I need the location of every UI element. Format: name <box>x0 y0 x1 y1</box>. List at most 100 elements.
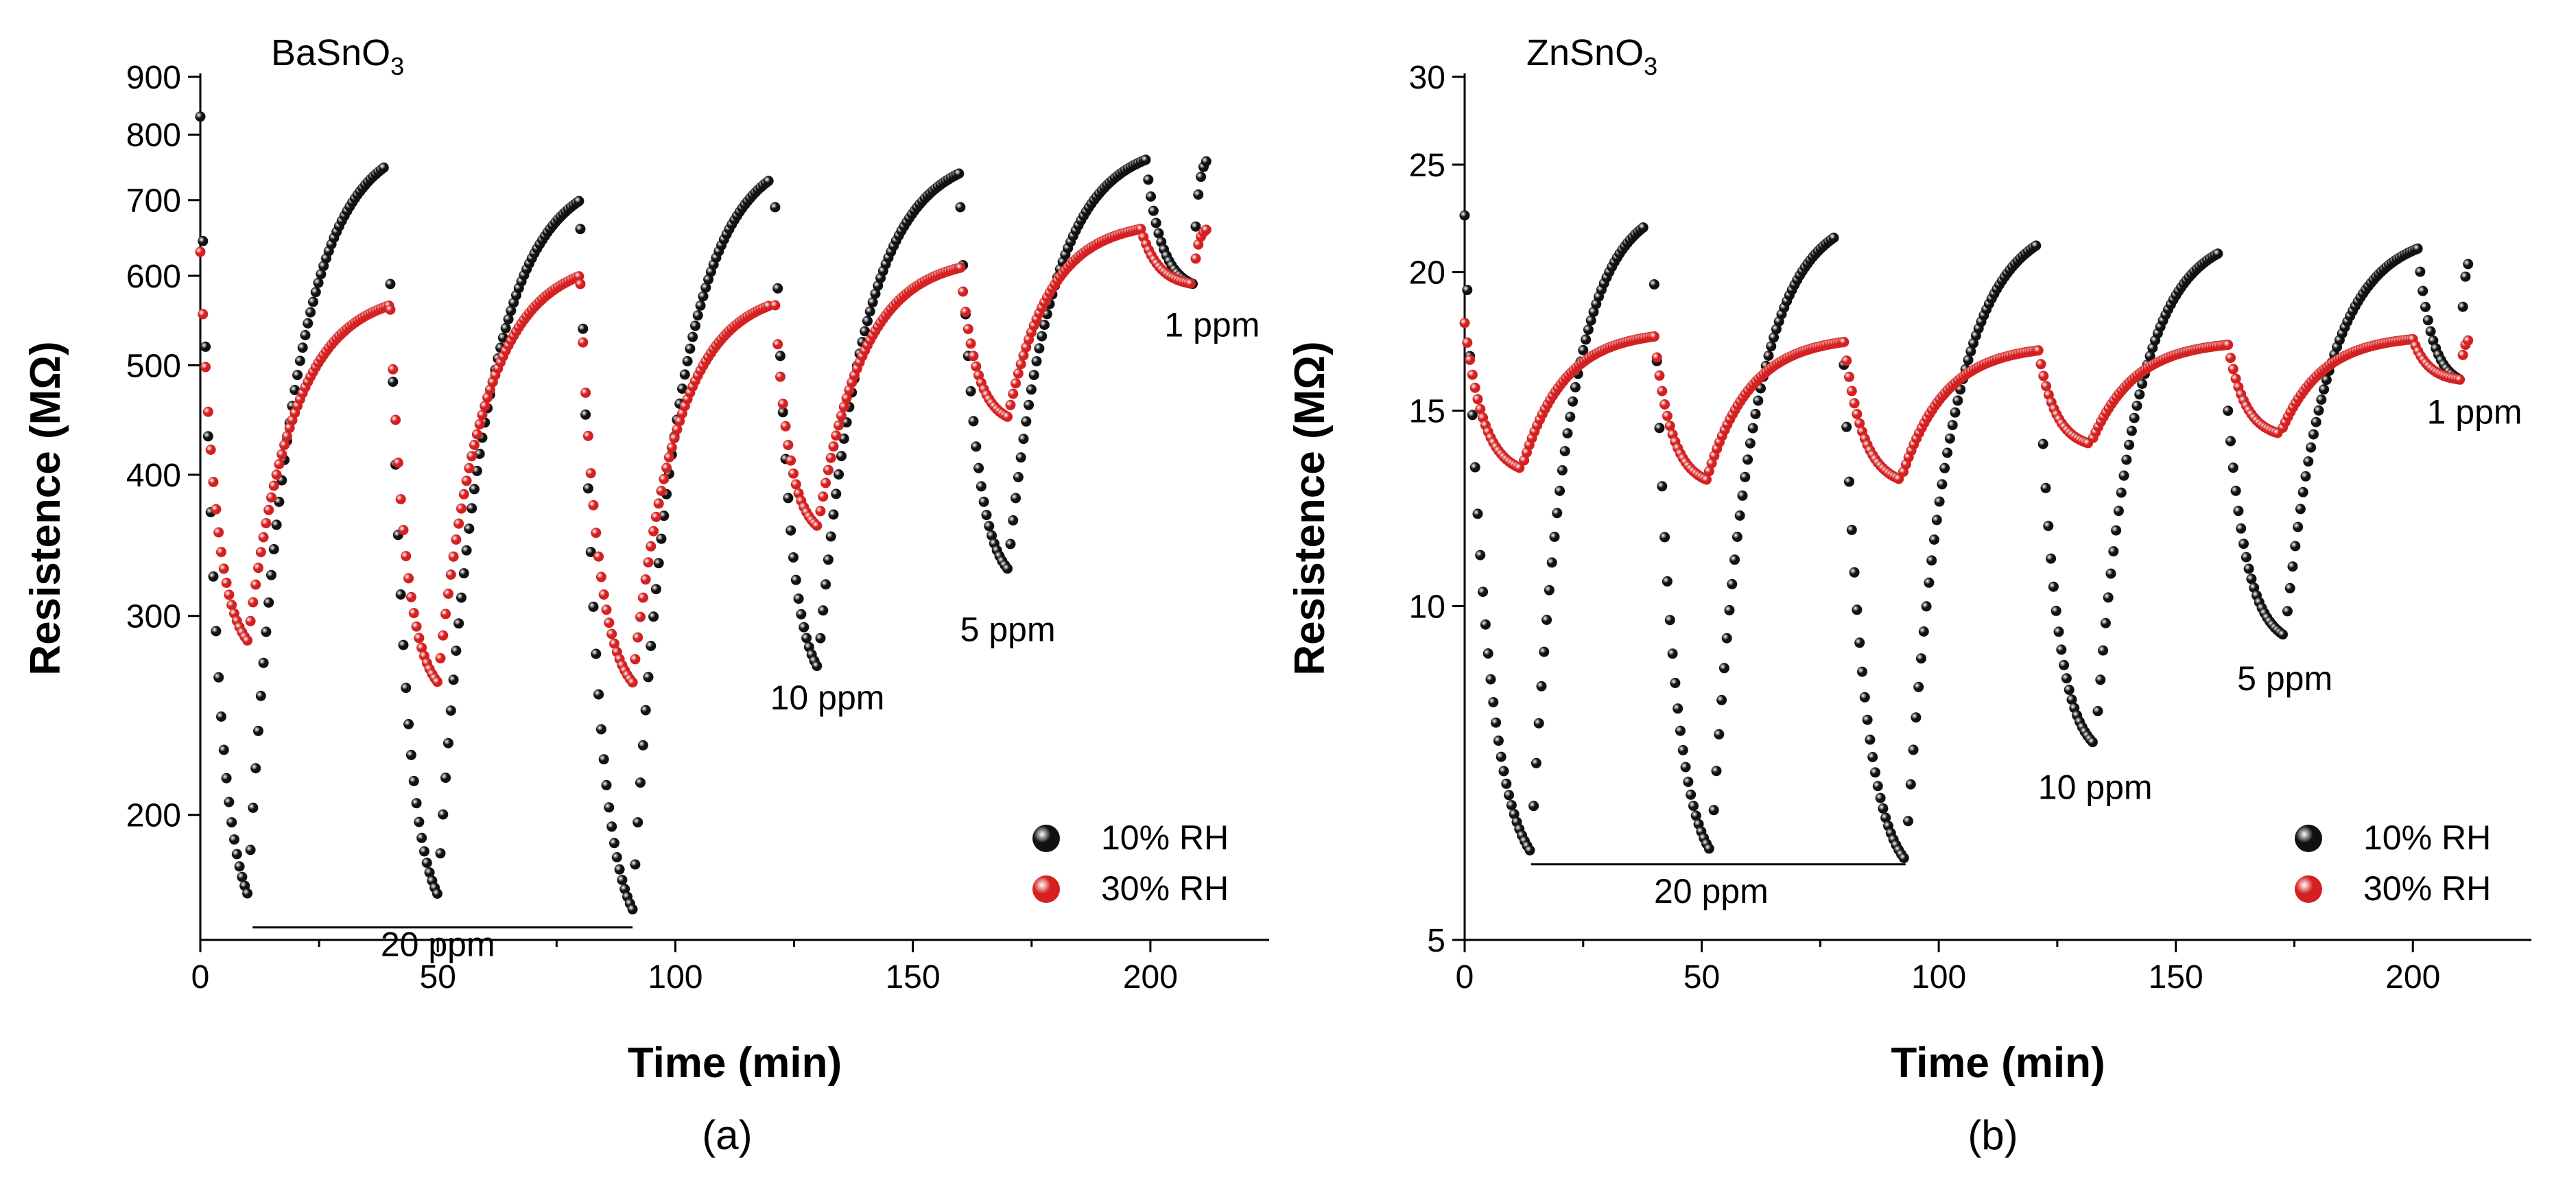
data-point <box>698 291 709 302</box>
data-point <box>1013 368 1024 379</box>
data-point <box>1531 757 1541 768</box>
data-point <box>1862 714 1873 725</box>
data-point <box>271 519 282 530</box>
data-point <box>772 283 783 294</box>
data-point <box>1459 210 1470 221</box>
data-point <box>679 369 690 380</box>
data-point <box>401 683 412 694</box>
data-point <box>1472 508 1483 519</box>
data-point <box>971 361 982 372</box>
data-point <box>1714 729 1725 740</box>
data-point <box>783 493 794 504</box>
panel-caption: (a) <box>702 1112 752 1158</box>
data-point <box>471 429 482 440</box>
data-point <box>1724 604 1735 615</box>
data-point <box>1737 490 1748 501</box>
data-point <box>261 626 272 637</box>
data-point <box>497 332 508 343</box>
data-point <box>1583 325 1594 335</box>
data-point <box>1651 352 1662 363</box>
data-point <box>1854 637 1865 648</box>
data-point <box>785 525 796 536</box>
data-point <box>828 509 839 520</box>
data-point <box>268 480 279 491</box>
data-point <box>2297 486 2308 497</box>
chart-panel-a: 0 50 100 150 200 200 300 400 500 600 700 800 900 Time… <box>22 32 1269 1158</box>
data-point <box>2422 315 2433 326</box>
data-point <box>588 499 599 510</box>
data-point <box>1677 744 1688 755</box>
data-point <box>1867 752 1878 762</box>
data-point <box>1649 331 1659 342</box>
data-point <box>663 452 674 463</box>
data-point <box>575 279 586 290</box>
data-point <box>1196 172 1207 182</box>
data-point <box>630 654 641 665</box>
data-point <box>1193 239 1204 250</box>
data-point <box>398 525 409 535</box>
data-point <box>630 859 641 870</box>
data-point <box>2116 487 2127 498</box>
data-point <box>443 588 453 599</box>
data-point <box>606 821 617 832</box>
data-point <box>1015 452 1026 463</box>
data-point <box>1898 853 1909 864</box>
data-point <box>831 488 842 499</box>
data-point <box>640 574 651 585</box>
data-point <box>443 738 453 749</box>
data-point <box>788 552 799 563</box>
data-point <box>248 597 259 608</box>
data-point <box>237 871 248 882</box>
data-point <box>466 451 477 462</box>
data-point <box>438 630 449 641</box>
data-point <box>653 498 664 509</box>
data-point <box>1482 648 1493 659</box>
data-point <box>2243 563 2254 574</box>
data-point <box>2319 384 2330 395</box>
data-point <box>2041 381 2052 392</box>
data-point <box>643 672 654 683</box>
data-point <box>672 424 683 435</box>
data-point <box>416 832 427 843</box>
data-point <box>271 469 282 480</box>
data-point <box>1467 410 1478 421</box>
data-point <box>1716 694 1727 705</box>
data-point <box>785 455 796 466</box>
data-point <box>646 541 657 552</box>
data-point <box>408 608 419 619</box>
data-point <box>1675 725 1686 736</box>
data-point <box>2223 340 2234 351</box>
data-point <box>692 310 703 321</box>
data-point <box>2033 345 2044 356</box>
data-point <box>1528 801 1539 812</box>
data-point <box>825 531 836 542</box>
data-point <box>700 282 711 293</box>
data-point <box>1462 285 1473 296</box>
y-tick-label: 5 <box>1427 923 1445 959</box>
data-point <box>1662 410 1673 421</box>
data-point <box>619 884 630 895</box>
data-point <box>1153 228 1164 239</box>
data-point <box>438 809 449 820</box>
data-point <box>2035 359 2046 370</box>
data-point <box>408 775 419 786</box>
data-point <box>598 754 609 765</box>
data-point <box>1148 205 1159 216</box>
data-point <box>1034 343 1045 354</box>
data-point <box>818 491 829 502</box>
data-point <box>1766 341 1777 352</box>
data-point <box>1135 224 1146 235</box>
data-point <box>202 406 213 417</box>
data-point <box>456 503 466 514</box>
data-point <box>2056 644 2067 655</box>
data-point <box>2463 335 2474 346</box>
data-point <box>1939 462 1950 473</box>
data-point <box>838 401 849 412</box>
data-point <box>1740 471 1751 482</box>
data-point <box>458 568 469 579</box>
data-point <box>2418 285 2429 296</box>
data-point <box>1952 395 1963 406</box>
data-point <box>477 410 488 421</box>
data-point <box>574 196 584 207</box>
data-point <box>198 235 209 246</box>
